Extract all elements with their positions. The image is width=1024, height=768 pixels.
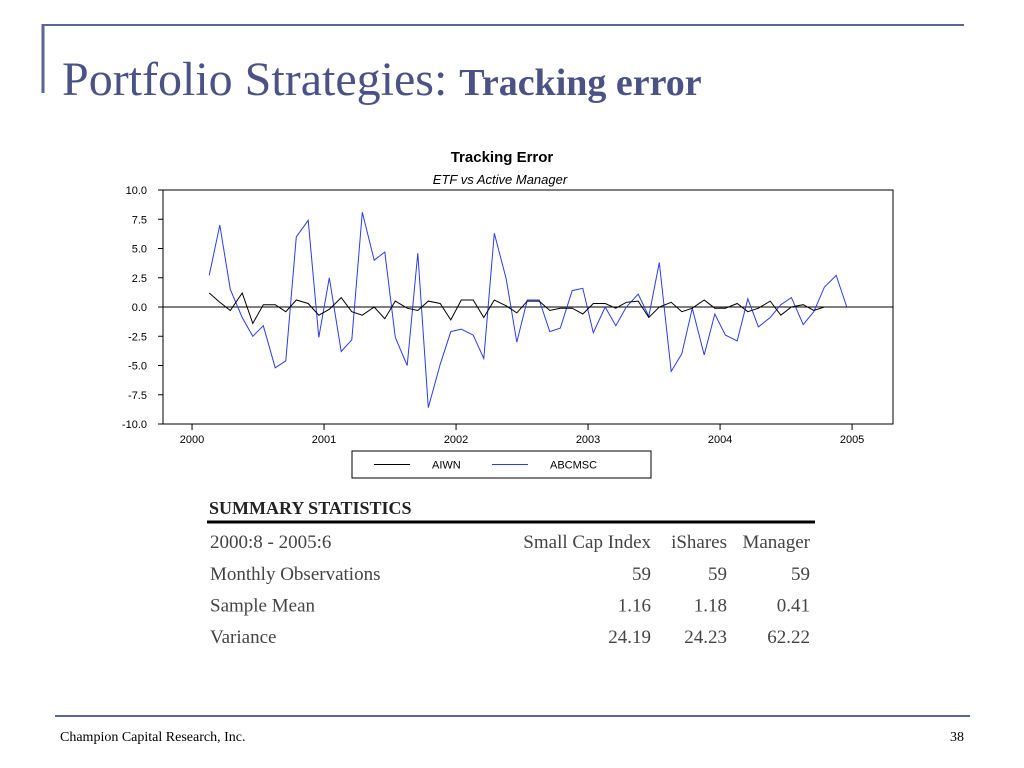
y-tick-label: -7.5 (128, 390, 147, 402)
table-cell: Monthly Observations (210, 564, 380, 585)
summary-table: SUMMARY STATISTICS 2000:8 - 2005:6 Small C… (207, 498, 815, 648)
y-tick-label: 2.5 (132, 273, 147, 285)
table-cell: 24.23 (684, 627, 727, 648)
table-cell: 59 (708, 564, 727, 585)
table-cell: 24.19 (608, 627, 651, 648)
table-cell: 1.18 (694, 596, 727, 617)
table-header-cell: iShares (671, 532, 727, 553)
y-tick-label: 0.0 (132, 302, 147, 314)
chart: 10.0 7.5 5.0 2.5 0.0 -2.5 -5.0 -7.5 -10.0 2000 200… (122, 185, 894, 479)
table-cell: Sample Mean (210, 596, 316, 617)
x-tick-label: 2004 (708, 434, 732, 446)
title-emphasis: Tracking error (459, 62, 701, 104)
table-cell: 59 (791, 564, 810, 585)
page-number: 38 (950, 730, 964, 745)
series-line (208, 291, 847, 325)
series-line (208, 212, 848, 408)
y-tick-label: 5.0 (132, 244, 147, 256)
slide-title: Portfolio Strategies: Tracking error (62, 53, 702, 106)
table-cell: 59 (632, 564, 651, 585)
table-header-cell: Small Cap Index (523, 532, 651, 553)
x-tick-label: 2005 (840, 434, 864, 446)
x-tick-label: 2001 (312, 434, 336, 446)
chart-title: Tracking Error (451, 149, 554, 166)
footer-text: Champion Capital Research, Inc. (60, 730, 245, 745)
y-tick-label: -10.0 (122, 419, 147, 431)
table-cell: 62.22 (767, 627, 810, 648)
table-cell: 1.16 (618, 596, 651, 617)
y-tick-label: -5.0 (128, 361, 147, 373)
table-header-cell: 2000:8 - 2005:6 (210, 532, 331, 553)
y-tick-label: 10.0 (126, 185, 147, 197)
table-cell: Variance (210, 627, 276, 648)
y-tick-label: -2.5 (128, 331, 147, 343)
table-header-cell: Manager (742, 532, 810, 553)
legend-label: AIWN (432, 460, 461, 472)
x-tick-label: 2002 (444, 434, 468, 446)
x-tick-label: 2000 (180, 434, 204, 446)
x-tick-label: 2003 (576, 434, 600, 446)
table-title: SUMMARY STATISTICS (209, 498, 412, 518)
chart-subtitle: ETF vs Active Manager (433, 172, 568, 187)
table-cell: 0.41 (777, 596, 810, 617)
y-tick-label: 7.5 (132, 214, 147, 226)
title-main: Portfolio Strategies: (62, 53, 447, 106)
legend-label: ABCMSC (550, 460, 597, 472)
